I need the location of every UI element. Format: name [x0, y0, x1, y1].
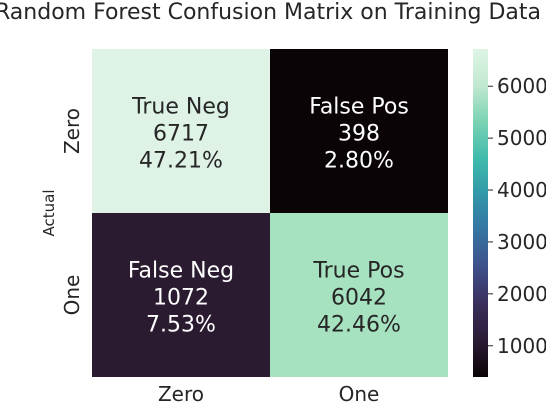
colorbar: 1000 2000 3000 4000 5000 6000 — [473, 49, 546, 377]
cell-label-2: False Pos — [309, 95, 409, 120]
cell-percent-4: 42.46% — [317, 313, 401, 338]
colorbar-tick-label-6000: 6000 — [497, 74, 546, 98]
y-tick-label-zero: Zero — [60, 108, 84, 154]
heatmap-cell-2 — [270, 49, 448, 213]
chart-title: Random Forest Confusion Matrix on Traini… — [0, 0, 541, 25]
heatmap-cell-3 — [92, 213, 270, 377]
y-axis-label: Actual — [40, 190, 58, 237]
colorbar-tick-label-2000: 2000 — [497, 282, 546, 306]
cell-count-2: 398 — [338, 122, 380, 147]
y-tick-labels: Zero One — [60, 108, 84, 315]
colorbar-tick-label-5000: 5000 — [497, 126, 546, 150]
cell-count-3: 1072 — [153, 286, 209, 311]
x-tick-label-zero: Zero — [158, 382, 204, 406]
cell-percent-1: 47.21% — [139, 149, 223, 174]
heatmap-cell-1 — [92, 49, 270, 213]
x-tick-label-one: One — [339, 382, 380, 406]
cell-count-4: 6042 — [331, 286, 387, 311]
y-tick-label-one: One — [60, 275, 84, 316]
colorbar-bar — [473, 49, 488, 377]
cell-percent-3: 7.53% — [146, 313, 216, 338]
cell-count-1: 6717 — [153, 122, 209, 147]
cell-label-1: True Neg — [131, 95, 230, 120]
heatmap-cell-4 — [270, 213, 448, 377]
colorbar-tick-label-3000: 3000 — [497, 230, 546, 254]
cell-label-4: True Pos — [312, 259, 404, 284]
x-tick-labels: Zero One — [158, 382, 379, 406]
cell-label-3: False Neg — [128, 259, 234, 284]
colorbar-tick-label-1000: 1000 — [497, 334, 546, 358]
colorbar-tick-label-4000: 4000 — [497, 178, 546, 202]
cell-percent-2: 2.80% — [324, 149, 394, 174]
